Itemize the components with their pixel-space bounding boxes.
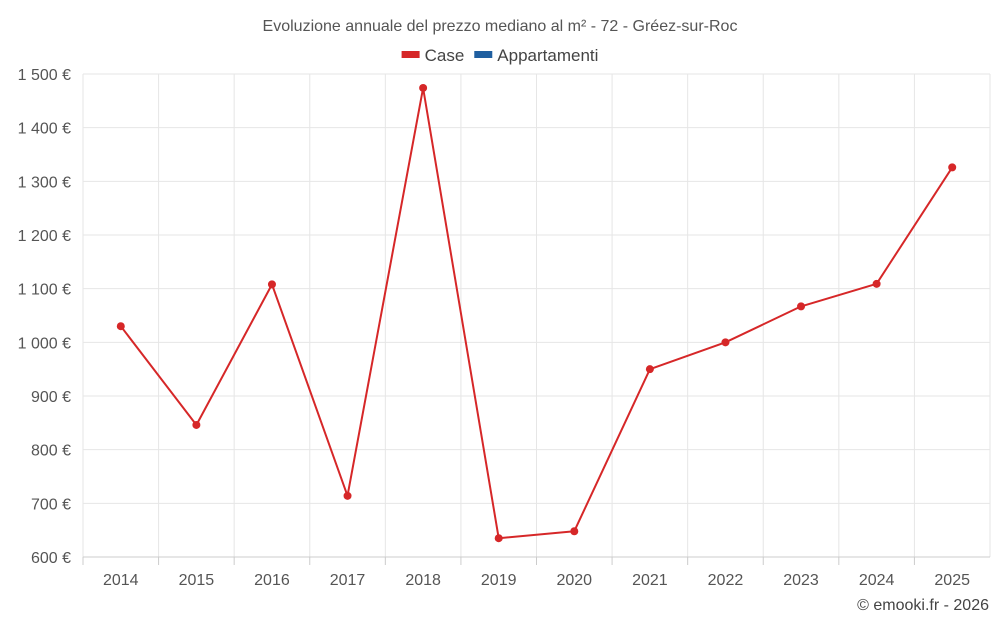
x-tick-label: 2016: [254, 572, 290, 589]
x-tick-label: 2014: [103, 572, 139, 589]
data-point: [872, 279, 881, 288]
legend-swatch: [474, 51, 493, 58]
series-layer: [116, 83, 957, 543]
series-line-case: [120, 87, 954, 540]
data-point: [116, 322, 125, 331]
data-point: [192, 420, 201, 429]
y-tick-label: 1 300 €: [18, 174, 71, 191]
x-tick-label: 2015: [179, 572, 215, 589]
y-tick-label: 800 €: [31, 443, 71, 460]
x-axis: 2014 2015 2016 2017 2018 2019 2020 2021 2022 2023…: [82, 556, 990, 589]
y-axis: 600 € 700 € 800 € 900 € 1 000 € 1 100 € 1 200 …: [18, 67, 71, 567]
x-tick-label: 2025: [934, 572, 970, 589]
x-tick-label: 2018: [405, 572, 441, 589]
legend-label: Case: [425, 46, 465, 65]
chart-title: Evoluzione annuale del prezzo mediano al…: [263, 18, 738, 35]
x-tick-label: 2019: [481, 572, 517, 589]
grid-lines: [82, 73, 991, 558]
x-tick-label: 2021: [632, 572, 668, 589]
y-tick-label: 1 400 €: [18, 121, 71, 138]
data-point: [419, 83, 428, 92]
y-tick-label: 700 €: [31, 496, 71, 513]
x-tick-label: 2020: [556, 572, 592, 589]
x-tick-label: 2017: [330, 572, 366, 589]
y-tick-label: 600 €: [31, 550, 71, 567]
x-tick-label: 2022: [708, 572, 744, 589]
y-tick-label: 1 000 €: [18, 335, 71, 352]
data-point: [645, 365, 654, 374]
legend-swatch: [401, 51, 420, 58]
data-point: [570, 527, 579, 536]
data-point: [721, 338, 730, 347]
data-point: [948, 163, 957, 172]
y-tick-label: 1 100 €: [18, 282, 71, 299]
data-point: [797, 302, 806, 311]
data-point: [267, 280, 276, 289]
data-point: [494, 534, 503, 543]
legend-label: Appartamenti: [497, 46, 598, 65]
credit-text: © emooki.fr - 2026: [857, 597, 989, 614]
legend: Case Appartamenti: [401, 46, 598, 65]
data-point: [343, 491, 352, 500]
x-tick-label: 2024: [859, 572, 895, 589]
y-tick-label: 900 €: [31, 389, 71, 406]
x-tick-label: 2023: [783, 572, 819, 589]
y-tick-label: 1 500 €: [18, 67, 71, 84]
y-tick-label: 1 200 €: [18, 228, 71, 245]
